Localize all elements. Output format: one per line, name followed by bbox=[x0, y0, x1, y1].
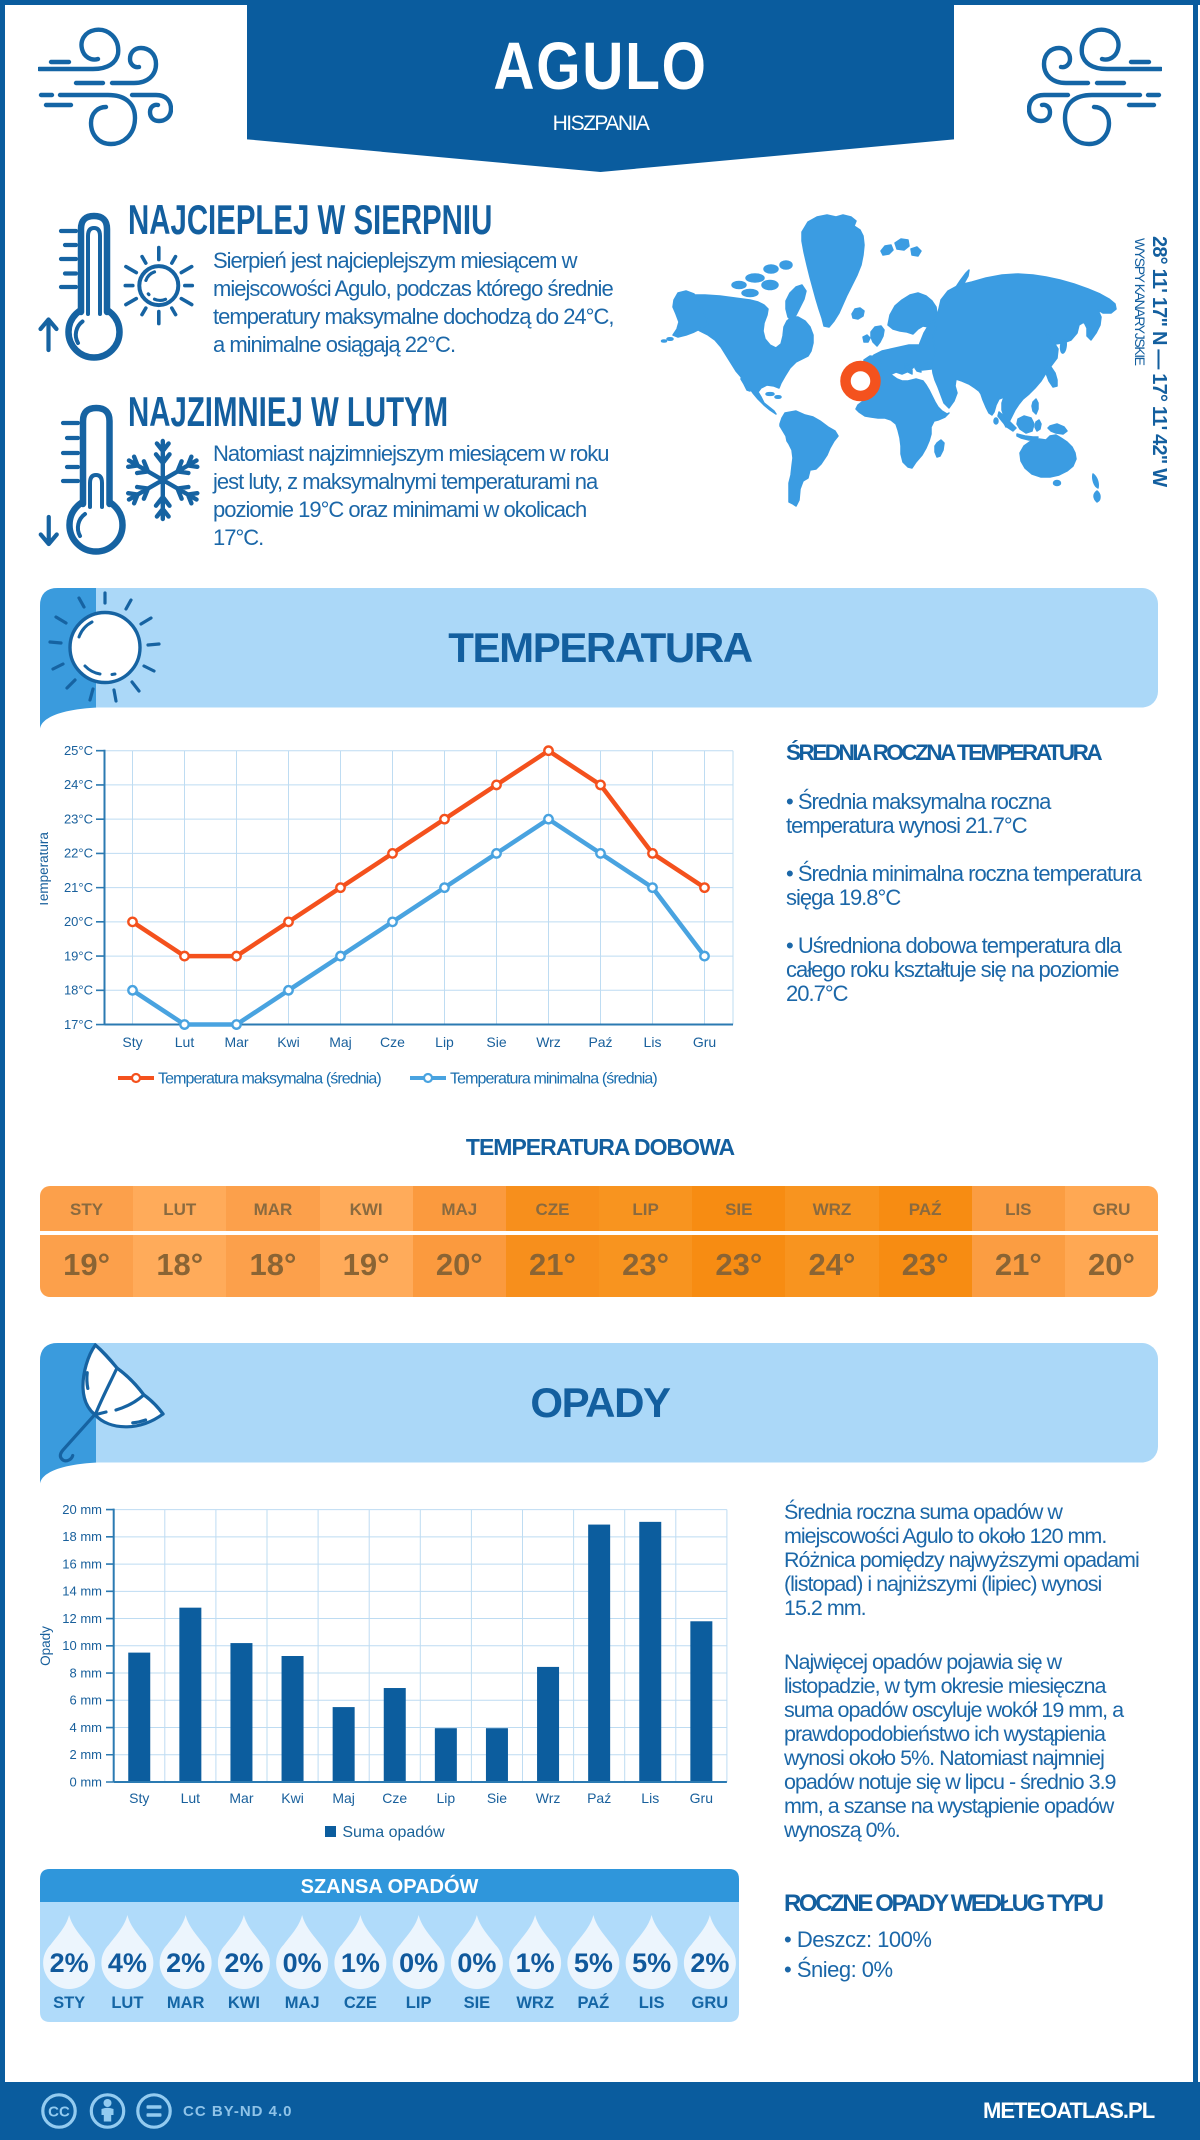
svg-text:Lut: Lut bbox=[175, 1034, 195, 1050]
svg-text:25°C: 25°C bbox=[64, 743, 93, 758]
svg-text:Cze: Cze bbox=[380, 1034, 405, 1050]
svg-text:Maj: Maj bbox=[329, 1034, 352, 1050]
svg-text:CC: CC bbox=[48, 2104, 70, 2121]
svg-text:20 mm: 20 mm bbox=[62, 1502, 102, 1517]
svg-text:Lip: Lip bbox=[435, 1034, 454, 1050]
svg-text:TEMPERATURA: TEMPERATURA bbox=[448, 624, 753, 671]
svg-text:Gru: Gru bbox=[690, 1790, 713, 1806]
svg-text:STY: STY bbox=[53, 1994, 85, 2012]
svg-text:CZE: CZE bbox=[344, 1994, 377, 2012]
svg-text:1%: 1% bbox=[341, 1948, 380, 1978]
svg-text:2 mm: 2 mm bbox=[70, 1747, 103, 1762]
svg-text:6 mm: 6 mm bbox=[70, 1693, 103, 1708]
svg-text:Sty: Sty bbox=[129, 1790, 149, 1806]
svg-text:1%: 1% bbox=[516, 1948, 555, 1978]
svg-text:2%: 2% bbox=[224, 1948, 263, 1978]
svg-text:4 mm: 4 mm bbox=[70, 1720, 103, 1735]
svg-text:22°C: 22°C bbox=[64, 846, 93, 861]
svg-text:Opady: Opady bbox=[40, 1626, 53, 1666]
svg-text:Wrz: Wrz bbox=[536, 1790, 561, 1806]
svg-text:10 mm: 10 mm bbox=[62, 1638, 102, 1653]
svg-text:0 mm: 0 mm bbox=[70, 1774, 103, 1789]
svg-text:0%: 0% bbox=[283, 1948, 322, 1978]
svg-text:17°C: 17°C bbox=[64, 1017, 93, 1032]
svg-text:LUT: LUT bbox=[111, 1994, 143, 2012]
svg-text:Wrz: Wrz bbox=[536, 1034, 561, 1050]
svg-text:Lis: Lis bbox=[641, 1790, 659, 1806]
svg-text:20°C: 20°C bbox=[64, 914, 93, 929]
svg-text:5%: 5% bbox=[632, 1948, 671, 1978]
svg-text:Temperatura minimalna (średnia: Temperatura minimalna (średnia) bbox=[450, 1071, 657, 1088]
svg-text:16 mm: 16 mm bbox=[62, 1557, 102, 1572]
svg-text:Sie: Sie bbox=[486, 1034, 506, 1050]
svg-text:Temperatura maksymalna (średni: Temperatura maksymalna (średnia) bbox=[158, 1071, 381, 1088]
svg-text:2%: 2% bbox=[166, 1948, 205, 1978]
svg-text:5%: 5% bbox=[574, 1948, 613, 1978]
svg-text:19°C: 19°C bbox=[64, 948, 93, 963]
svg-text:21°C: 21°C bbox=[64, 880, 93, 895]
svg-text:Lis: Lis bbox=[644, 1034, 662, 1050]
svg-text:OPADY: OPADY bbox=[530, 1379, 671, 1426]
svg-text:Lip: Lip bbox=[437, 1790, 456, 1806]
svg-text:Maj: Maj bbox=[332, 1790, 355, 1806]
svg-text:14 mm: 14 mm bbox=[62, 1584, 102, 1599]
svg-text:PAŹ: PAŹ bbox=[577, 1993, 609, 2012]
svg-text:Paź: Paź bbox=[587, 1790, 611, 1806]
svg-text:MAR: MAR bbox=[167, 1994, 205, 2012]
svg-text:KWI: KWI bbox=[228, 1994, 260, 2012]
svg-text:Mar: Mar bbox=[229, 1790, 253, 1806]
svg-text:SIE: SIE bbox=[464, 1994, 491, 2012]
svg-text:18 mm: 18 mm bbox=[62, 1529, 102, 1544]
svg-text:LIS: LIS bbox=[639, 1994, 665, 2012]
svg-text:23°C: 23°C bbox=[64, 812, 93, 827]
svg-text:WRZ: WRZ bbox=[516, 1994, 554, 2012]
svg-text:Sie: Sie bbox=[487, 1790, 507, 1806]
svg-text:2%: 2% bbox=[690, 1948, 729, 1978]
svg-text:4%: 4% bbox=[108, 1948, 147, 1978]
svg-text:Lut: Lut bbox=[181, 1790, 201, 1806]
svg-text:Cze: Cze bbox=[382, 1790, 407, 1806]
svg-text:SZANSA OPADÓW: SZANSA OPADÓW bbox=[301, 1874, 479, 1898]
svg-text:Paź: Paź bbox=[588, 1034, 612, 1050]
svg-text:Gru: Gru bbox=[693, 1034, 716, 1050]
svg-text:MAJ: MAJ bbox=[285, 1994, 320, 2012]
svg-text:Sty: Sty bbox=[122, 1034, 142, 1050]
svg-text:18°C: 18°C bbox=[64, 983, 93, 998]
svg-text:Kwi: Kwi bbox=[281, 1790, 304, 1806]
svg-text:8 mm: 8 mm bbox=[70, 1665, 103, 1680]
svg-text:0%: 0% bbox=[457, 1948, 496, 1978]
svg-text:Temperatura: Temperatura bbox=[40, 832, 51, 908]
svg-text:Mar: Mar bbox=[224, 1034, 248, 1050]
svg-text:12 mm: 12 mm bbox=[62, 1611, 102, 1626]
svg-text:24°C: 24°C bbox=[64, 777, 93, 792]
svg-text:0%: 0% bbox=[399, 1948, 438, 1978]
svg-text:2%: 2% bbox=[50, 1948, 89, 1978]
svg-text:Kwi: Kwi bbox=[277, 1034, 300, 1050]
svg-text:GRU: GRU bbox=[692, 1994, 729, 2012]
svg-text:LIP: LIP bbox=[406, 1994, 432, 2012]
